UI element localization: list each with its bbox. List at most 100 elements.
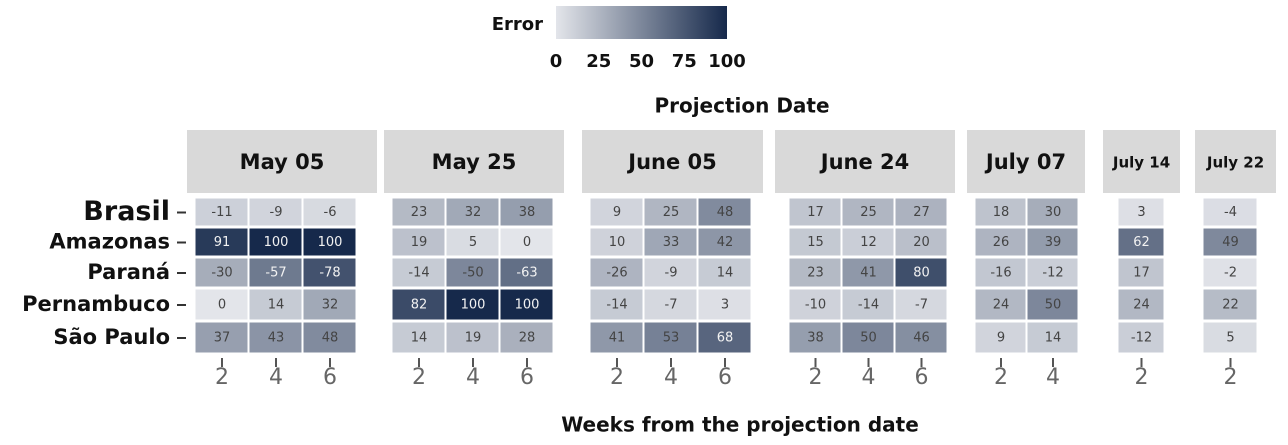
cell-label: 91 [214, 235, 231, 250]
heatmap-cell [499, 257, 554, 288]
heatmap-cell [302, 288, 357, 321]
heatmap-cell [194, 288, 249, 321]
cell-label: 17 [807, 205, 824, 220]
cell-label: -12 [1131, 331, 1152, 346]
cell-label: -16 [990, 266, 1011, 281]
heatmap-cell [894, 257, 948, 288]
heatmap-cell [894, 197, 948, 227]
heatmap-cell [1202, 288, 1258, 321]
cell-label: 37 [214, 331, 231, 346]
heatmap-cell [788, 227, 842, 257]
cell-label: 14 [717, 266, 734, 281]
heatmap-cell [841, 257, 895, 288]
heatmap-cell [1026, 197, 1079, 227]
cell-label: 9 [997, 331, 1005, 346]
cell-label: -2 [1224, 266, 1237, 281]
cell-label: 19 [465, 331, 482, 346]
heatmap-cell [894, 321, 948, 354]
cell-label: -14 [858, 298, 879, 313]
cell-label: -57 [265, 266, 286, 281]
cell-label: 41 [609, 331, 626, 346]
heatmap-cell [1202, 321, 1258, 354]
heatmap-cell [643, 197, 698, 227]
cell-label: 48 [322, 331, 339, 346]
cell-label: 23 [411, 205, 428, 220]
cell-label: 68 [717, 331, 734, 346]
cell-label: -14 [408, 266, 429, 281]
heatmap-cell [499, 321, 554, 354]
heatmap-cell [589, 257, 644, 288]
heatmap-cell [1117, 288, 1165, 321]
heatmap-cell [499, 227, 554, 257]
cell-label: 49 [1222, 235, 1239, 250]
panel-header [775, 130, 955, 193]
panel-title: June 05 [626, 150, 717, 174]
heatmap-cell [841, 227, 895, 257]
cell-label: -78 [319, 266, 340, 281]
colorbar [556, 6, 727, 39]
x-tick-label: 4 [664, 365, 678, 390]
cell-label: -63 [516, 266, 537, 281]
heatmap-cell [1202, 197, 1258, 227]
cell-label: -11 [211, 205, 232, 220]
heatmap-cell [697, 288, 752, 321]
panel-header [1195, 130, 1276, 193]
cell-label: 28 [519, 331, 536, 346]
cell-label: 39 [1045, 235, 1062, 250]
colorbar-tick-label: 50 [629, 51, 654, 72]
cell-label: 22 [1222, 298, 1239, 313]
colorbar-tick-label: 100 [708, 51, 746, 72]
heatmap-cell [974, 197, 1027, 227]
x-tick-label: 2 [1224, 365, 1238, 390]
heatmap-cell [1026, 288, 1079, 321]
cell-label: 14 [411, 331, 428, 346]
heatmap-cell [391, 227, 446, 257]
panel-title: May 25 [432, 150, 517, 174]
cell-label: 0 [523, 235, 531, 250]
cell-label: 42 [717, 235, 734, 250]
cell-label: -9 [665, 266, 678, 281]
cell-label: 100 [264, 235, 289, 250]
cell-label: 32 [465, 205, 482, 220]
x-tick-label: 6 [323, 365, 337, 390]
heatmap-cell [445, 288, 500, 321]
x-tick-label: 4 [862, 365, 876, 390]
cell-label: 24 [1133, 298, 1150, 313]
heatmap-cell [643, 321, 698, 354]
heatmap-cell [391, 197, 446, 227]
heatmap-cell [589, 227, 644, 257]
panel-header [582, 130, 763, 193]
cell-label: 50 [860, 331, 877, 346]
cell-label: 18 [993, 205, 1010, 220]
cell-label: 38 [519, 205, 536, 220]
cell-label: -4 [1224, 205, 1237, 220]
x-tick-label: 2 [610, 365, 624, 390]
cell-label: 53 [663, 331, 680, 346]
heatmap-cell [445, 321, 500, 354]
heatmap-cell [643, 288, 698, 321]
cell-label: 12 [860, 235, 877, 250]
heatmap-cell [302, 197, 357, 227]
x-axis-title: Weeks from the projection date [561, 413, 919, 437]
heatmap-cell [248, 227, 303, 257]
cell-label: 46 [913, 331, 930, 346]
x-tick-label: 2 [1135, 365, 1149, 390]
heatmap-cell [194, 197, 249, 227]
heatmap-cell [1202, 227, 1258, 257]
cell-label: 15 [807, 235, 824, 250]
heatmap-cell [788, 321, 842, 354]
cell-label: 82 [411, 298, 428, 313]
cell-label: 100 [318, 235, 343, 250]
heatmap-cell [248, 321, 303, 354]
panel-header [384, 130, 564, 193]
heatmap-cell [391, 288, 446, 321]
cell-label: 19 [411, 235, 428, 250]
heatmap-cell [643, 257, 698, 288]
cell-label: 27 [913, 205, 930, 220]
row-label: Paraná [87, 260, 170, 284]
x-tick-label: 6 [520, 365, 534, 390]
cell-label: 24 [993, 298, 1010, 313]
cell-label: 14 [1045, 331, 1062, 346]
heatmap-cell [841, 197, 895, 227]
cell-label: 25 [860, 205, 877, 220]
